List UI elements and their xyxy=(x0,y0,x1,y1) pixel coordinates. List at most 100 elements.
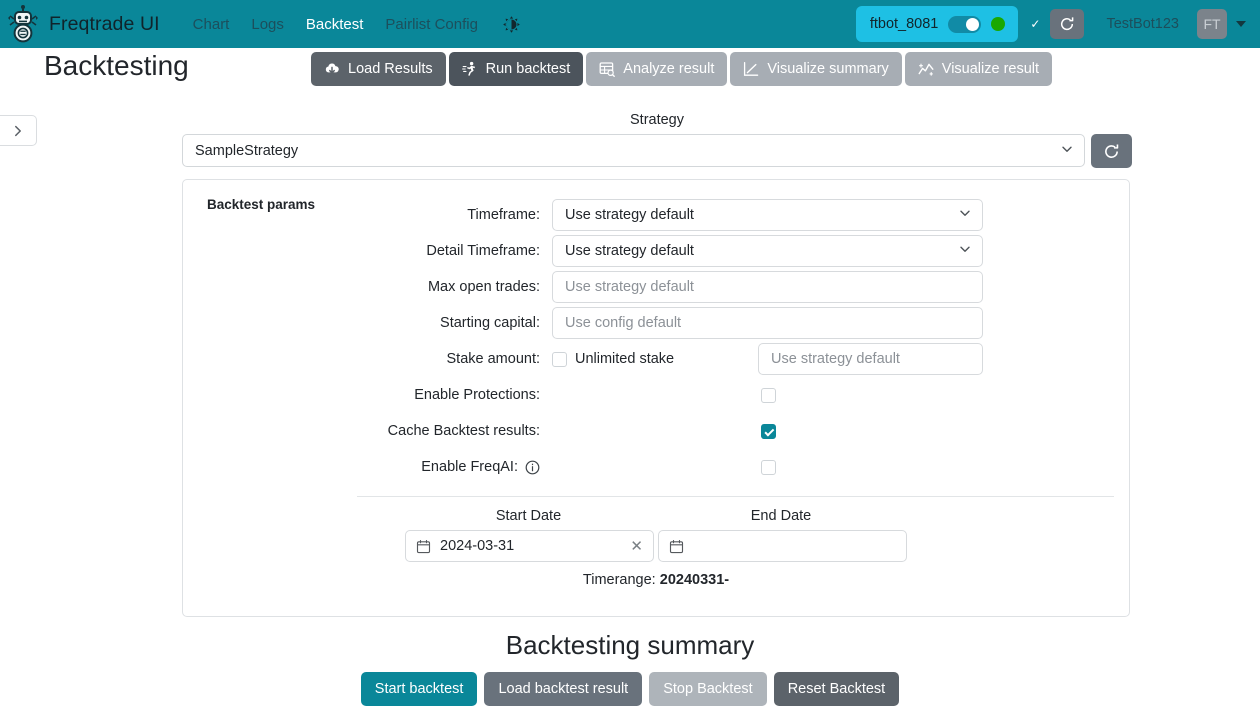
unlimited-stake-checkbox[interactable] xyxy=(552,351,567,367)
nav-link-chart[interactable]: Chart xyxy=(192,15,230,33)
starting-capital-label: Starting capital: xyxy=(440,315,540,331)
detail-timeframe-label: Detail Timeframe: xyxy=(426,243,540,259)
line-chart-icon xyxy=(918,63,934,76)
backtest-params-card: Backtest params Timeframe: Use strategy … xyxy=(182,179,1130,617)
brightness-contrast-icon[interactable] xyxy=(499,11,525,37)
start-backtest-button[interactable]: Start backtest xyxy=(360,672,478,706)
max-open-trades-label: Max open trades: xyxy=(427,279,540,295)
starting-capital-input[interactable]: Use config default xyxy=(552,307,983,339)
strategy-section: Strategy SampleStrategy xyxy=(182,112,1132,168)
brand[interactable]: Freqtrade UI xyxy=(6,5,160,43)
strategy-label: Strategy xyxy=(630,112,684,128)
main-nav: Chart Logs Backtest Pairlist Config xyxy=(182,12,489,37)
analyze-result-label: Analyze result xyxy=(623,61,715,77)
check-icon[interactable]: ✓ xyxy=(1030,17,1041,31)
nav-link-pairlist-config[interactable]: Pairlist Config xyxy=(385,15,478,33)
end-date-label: End Date xyxy=(750,508,812,524)
row-enable-protections: Enable Protections: xyxy=(183,377,1129,413)
bot-selector[interactable]: ftbot_8081 xyxy=(855,6,1019,42)
refresh-icon[interactable] xyxy=(1050,9,1085,39)
backtest-params-legend: Backtest params xyxy=(207,197,316,212)
nav-link-logs[interactable]: Logs xyxy=(251,15,284,33)
max-open-trades-placeholder: Use strategy default xyxy=(565,279,694,295)
row-detail-timeframe: Detail Timeframe: Use strategy default xyxy=(183,233,1129,269)
timeframe-value: Use strategy default xyxy=(565,207,694,223)
clear-x-icon[interactable]: ✕ xyxy=(630,537,643,555)
visualize-summary-label: Visualize summary xyxy=(767,61,889,77)
visualize-summary-button[interactable]: Visualize summary xyxy=(730,52,902,86)
backtesting-summary-title: Backtesting summary xyxy=(505,630,755,660)
bot-status-dot xyxy=(991,17,1006,31)
navbar-right: ftbot_8081 ✓ TestBot123 FT xyxy=(855,6,1246,42)
start-date-value: 2024-03-31 xyxy=(440,538,515,554)
detail-timeframe-value: Use strategy default xyxy=(565,243,694,259)
enable-protections-checkbox[interactable] xyxy=(761,387,776,403)
unlimited-stake-label[interactable]: Unlimited stake xyxy=(575,351,675,367)
freqtrade-robot-logo xyxy=(8,5,38,43)
timerange-value: 20240331- xyxy=(659,572,730,588)
visualize-result-button[interactable]: Visualize result xyxy=(904,52,1053,86)
backtest-params-form: Timeframe: Use strategy default Detail T… xyxy=(183,197,1129,485)
detail-timeframe-select[interactable]: Use strategy default xyxy=(552,235,983,267)
visualize-result-label: Visualize result xyxy=(941,61,1040,77)
stop-backtest-button[interactable]: Stop Backtest xyxy=(649,672,767,706)
reset-backtest-button[interactable]: Reset Backtest xyxy=(773,672,900,706)
sidebar-expand-button[interactable] xyxy=(0,115,37,146)
stake-amount-input[interactable]: Use strategy default xyxy=(758,343,983,375)
chevron-down-icon xyxy=(958,206,972,224)
bar-chart-icon xyxy=(744,61,759,76)
chevron-right-icon xyxy=(15,125,21,136)
row-max-open-trades: Max open trades: Use strategy default xyxy=(183,269,1129,305)
bot-name-label: ftbot_8081 xyxy=(869,16,939,32)
analyze-result-button[interactable]: Analyze result xyxy=(586,52,728,86)
run-backtest-button[interactable]: Run backtest xyxy=(448,52,584,86)
page-header: Backtesting Load Results Run backtest xyxy=(0,48,1260,92)
stake-amount-placeholder: Use strategy default xyxy=(771,351,900,367)
enable-protections-label: Enable Protections: xyxy=(414,387,540,403)
brand-title: Freqtrade UI xyxy=(49,12,160,35)
start-date-label: Start Date xyxy=(495,508,562,524)
starting-capital-placeholder: Use config default xyxy=(565,315,682,331)
cache-backtest-results-checkbox[interactable] xyxy=(761,423,776,439)
summary-action-buttons: Start backtest Load backtest result Stop… xyxy=(0,672,1260,706)
strategy-select[interactable]: SampleStrategy xyxy=(182,134,1085,167)
table-search-icon xyxy=(599,62,616,77)
nav-link-backtest[interactable]: Backtest xyxy=(305,15,364,33)
end-date-input[interactable] xyxy=(658,530,907,562)
download-cloud-icon xyxy=(325,63,339,74)
avatar[interactable]: FT xyxy=(1197,9,1227,39)
row-enable-freqai: Enable FreqAI: xyxy=(183,449,1129,485)
calendar-icon xyxy=(416,539,431,553)
row-starting-capital: Starting capital: Use config default xyxy=(183,305,1129,341)
stake-amount-label: Stake amount: xyxy=(446,351,541,367)
page-title: Backtesting xyxy=(44,50,189,81)
row-cache-backtest-results: Cache Backtest results: xyxy=(183,413,1129,449)
chevron-down-icon xyxy=(958,242,972,260)
navbar: Freqtrade UI Chart Logs Backtest Pairlis… xyxy=(0,0,1260,48)
enable-freqai-checkbox[interactable] xyxy=(761,459,776,475)
calendar-icon xyxy=(669,539,684,553)
enable-freqai-label: Enable FreqAI: xyxy=(183,459,552,475)
chevron-down-icon xyxy=(1060,142,1074,160)
user-name-label: TestBot123 xyxy=(1106,16,1179,32)
run-backtest-label: Run backtest xyxy=(485,61,571,77)
params-divider xyxy=(357,496,1114,497)
refresh-icon xyxy=(1105,143,1119,158)
load-results-label: Load Results xyxy=(348,61,433,77)
max-open-trades-input[interactable]: Use strategy default xyxy=(552,271,983,303)
load-results-button[interactable]: Load Results xyxy=(311,52,446,86)
timerange-display: Timerange: 20240331- xyxy=(183,572,1129,588)
row-stake-amount: Stake amount: Unlimited stake Use strate… xyxy=(183,341,1129,377)
bot-enable-toggle[interactable] xyxy=(948,15,982,33)
timeframe-select[interactable]: Use strategy default xyxy=(552,199,983,231)
info-circle-icon[interactable] xyxy=(525,460,540,475)
start-date-input[interactable]: 2024-03-31 ✕ xyxy=(405,530,654,562)
timeframe-label: Timeframe: xyxy=(467,207,540,223)
strategy-refresh-button[interactable] xyxy=(1091,134,1132,168)
timerange-prefix: Timerange: xyxy=(582,572,656,588)
chevron-down-icon[interactable] xyxy=(1236,21,1246,27)
row-timeframe: Timeframe: Use strategy default xyxy=(183,197,1129,233)
date-range-section: Start Date End Date 2024-03-31 ✕ xyxy=(183,508,1129,588)
enable-freqai-text: Enable FreqAI: xyxy=(421,459,518,475)
load-backtest-result-button[interactable]: Load backtest result xyxy=(484,672,643,706)
